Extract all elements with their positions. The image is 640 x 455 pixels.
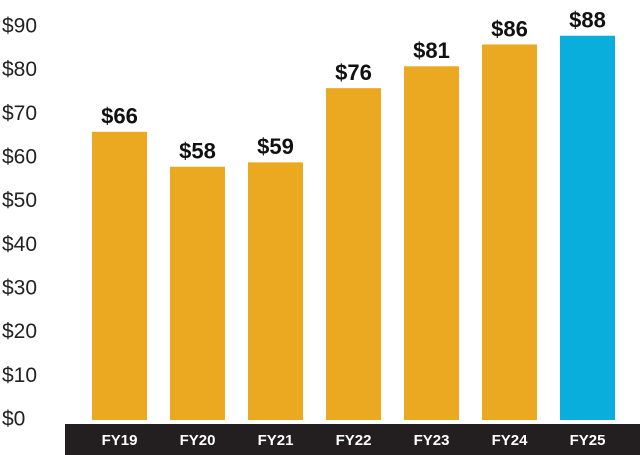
x-tick-label: FY22 xyxy=(336,432,372,449)
value-label: $81 xyxy=(413,38,450,63)
bar xyxy=(170,166,225,420)
value-label: $76 xyxy=(335,60,372,85)
y-tick-label: $50 xyxy=(2,189,37,212)
y-tick-label: $40 xyxy=(2,233,37,256)
y-tick-label: $0 xyxy=(2,408,25,431)
x-axis-band xyxy=(65,424,640,455)
y-tick-label: $20 xyxy=(2,320,37,343)
bar xyxy=(326,88,381,420)
value-label: $88 xyxy=(569,8,606,33)
y-tick-label: $70 xyxy=(2,102,37,125)
x-tick-label: FY23 xyxy=(414,432,450,449)
y-tick-label: $90 xyxy=(2,15,37,38)
value-label: $66 xyxy=(101,104,138,129)
x-tick-label: FY21 xyxy=(258,432,294,449)
bar xyxy=(482,44,537,420)
bar xyxy=(560,35,615,420)
x-tick-label: FY20 xyxy=(180,432,216,449)
bar xyxy=(248,162,303,420)
x-tick-label: FY24 xyxy=(492,432,529,449)
bar xyxy=(92,131,147,421)
value-label: $59 xyxy=(257,134,294,159)
y-tick-label: $10 xyxy=(2,364,37,387)
value-label: $58 xyxy=(179,139,216,164)
x-tick-label: FY25 xyxy=(570,432,606,449)
y-tick-label: $80 xyxy=(2,58,37,81)
value-label: $86 xyxy=(491,16,528,41)
y-tick-label: $30 xyxy=(2,277,37,300)
bar xyxy=(404,66,459,421)
x-tick-label: FY19 xyxy=(102,432,138,449)
y-tick-label: $60 xyxy=(2,146,37,169)
